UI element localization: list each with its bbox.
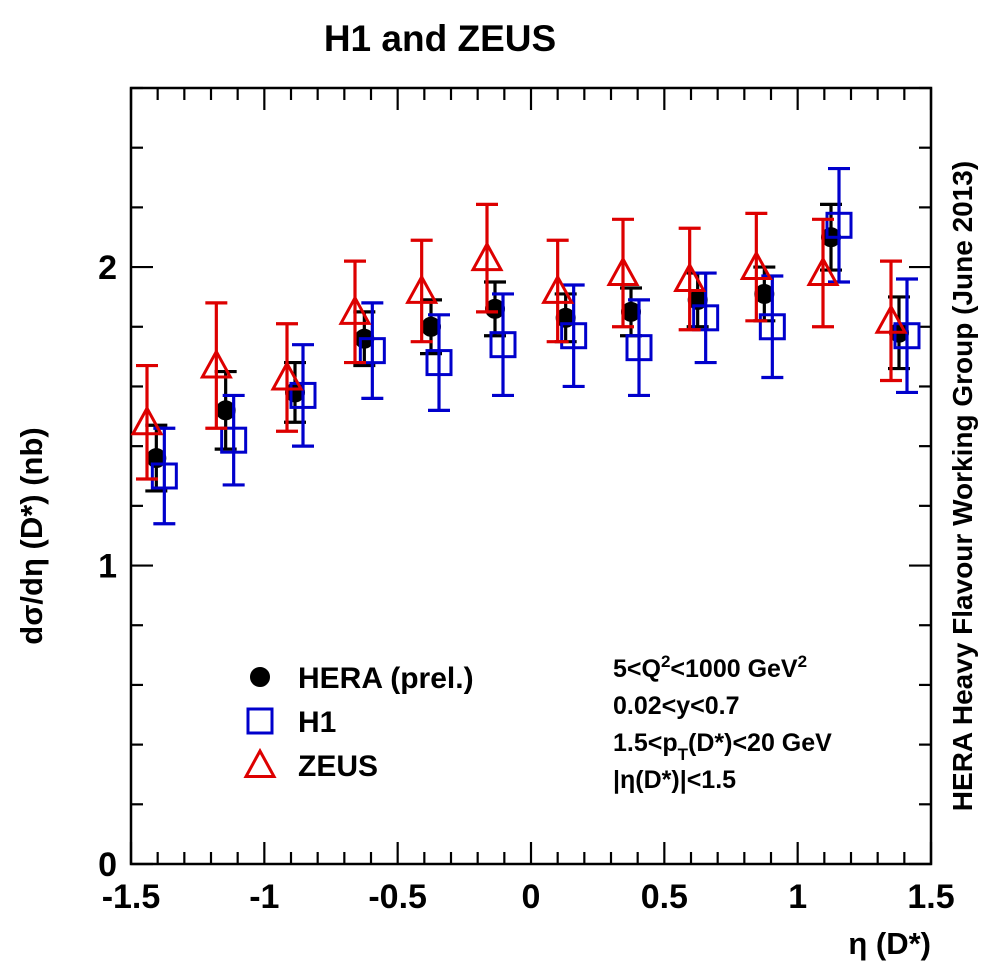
- marker-open-triangle: [199, 348, 233, 379]
- x-tick-label: -1: [249, 878, 279, 916]
- series-h1: [150, 166, 921, 526]
- legend-item[interactable]: H1: [246, 706, 336, 739]
- marker-open-square: [489, 331, 517, 359]
- marker-open-triangle: [130, 405, 164, 436]
- data-point: [625, 298, 653, 398]
- cuts-line-2: 0.02<y<0.7: [613, 692, 740, 720]
- cuts-line-4: |η(D*)|<1.5: [613, 766, 736, 794]
- cuts-line-1: 5<Q2<1000 GeV2: [613, 652, 807, 683]
- x-tick-label: 0: [522, 878, 541, 916]
- data-point: [489, 292, 517, 398]
- marker-open-square: [625, 334, 653, 362]
- data-point: [199, 301, 233, 430]
- legend-label: ZEUS: [298, 750, 378, 783]
- x-tick-label: 1.5: [907, 878, 954, 916]
- marker-open-triangle: [673, 261, 707, 292]
- marker-open-square: [825, 211, 853, 239]
- x-axis-title: η (D*): [848, 926, 931, 961]
- data-series-layer: [130, 166, 921, 526]
- x-tick-label: 1: [788, 878, 807, 916]
- x-tick-label: -0.5: [368, 878, 427, 916]
- marker-open-square: [560, 322, 588, 350]
- marker-open-triangle: [541, 273, 575, 304]
- legend-item[interactable]: HERA (prel.): [250, 662, 474, 695]
- x-tick-label: 0.5: [641, 878, 688, 916]
- data-point: [425, 313, 453, 412]
- y-tick-labels: 0 1 2: [98, 249, 117, 884]
- axis-frame: [129, 86, 933, 866]
- marker-open-square: [758, 313, 786, 341]
- marker-open-triangle: [338, 294, 372, 325]
- data-point: [470, 202, 504, 314]
- y-tick-label: 0: [98, 846, 117, 884]
- marker-open-triangle: [874, 303, 908, 334]
- y-tick-label: 1: [98, 548, 117, 586]
- marker-open-square: [289, 381, 317, 409]
- y-axis-title: dσ/dη (D*) (nb): [14, 427, 49, 644]
- data-point: [405, 238, 439, 344]
- marker-open-square: [425, 349, 453, 377]
- data-point: [484, 280, 506, 338]
- kinematic-cuts-annotation: 5<Q2<1000 GeV2 0.02<y<0.7 1.5<pT(D*)<20 Ge…: [613, 652, 832, 794]
- data-point: [220, 393, 248, 487]
- marker-open-triangle: [243, 747, 277, 778]
- x-tick-label: -1.5: [102, 878, 161, 916]
- marker-open-triangle: [606, 255, 640, 287]
- data-point: [806, 217, 840, 329]
- series-zeus: [130, 202, 908, 481]
- marker-open-square: [692, 304, 720, 332]
- data-point: [825, 166, 853, 284]
- marker-open-triangle: [806, 255, 840, 287]
- data-point: [560, 283, 588, 389]
- data-point: [692, 271, 720, 365]
- marker-open-square: [220, 426, 248, 454]
- legend-label: HERA (prel.): [298, 662, 474, 695]
- side-note-text: HERA Heavy Flavour Working Group (June 2…: [947, 161, 978, 811]
- x-tick-labels: -1.5 -1 -0.5 0 0.5 1 1.5: [102, 878, 955, 916]
- data-point: [739, 211, 773, 323]
- data-point: [420, 298, 442, 356]
- legend: HERA (prel.) H1 ZEUS: [243, 662, 474, 783]
- data-point: [874, 259, 908, 383]
- marker-open-square: [246, 707, 274, 735]
- side-note: HERA Heavy Flavour Working Group (June 2…: [947, 161, 978, 811]
- legend-label: H1: [298, 706, 336, 739]
- data-point: [338, 259, 372, 365]
- marker-open-triangle: [739, 249, 773, 281]
- data-point: [673, 226, 707, 332]
- data-point: [289, 343, 317, 448]
- marker-open-square: [150, 462, 178, 490]
- marker-open-triangle: [470, 241, 504, 272]
- marker-open-triangle: [270, 360, 304, 391]
- data-point: [358, 301, 386, 400]
- data-point: [606, 217, 640, 329]
- data-point: [758, 274, 786, 380]
- marker-open-square: [893, 322, 921, 350]
- marker-open-triangle: [405, 273, 439, 304]
- y-tick-label: 2: [98, 249, 117, 287]
- data-point: [270, 322, 304, 433]
- page-title: H1 and ZEUS: [323, 18, 557, 59]
- legend-item[interactable]: ZEUS: [243, 747, 378, 783]
- data-point: [214, 369, 237, 451]
- marker-filled-circle: [250, 667, 270, 687]
- axis-titles: dσ/dη (D*) (nb) η (D*): [14, 427, 931, 961]
- cuts-line-3: 1.5<pT(D*)<20 GeV: [613, 729, 832, 764]
- series-hera-prel: [145, 202, 910, 493]
- marker-open-square: [358, 337, 386, 365]
- data-point: [893, 277, 921, 395]
- data-point: [130, 363, 164, 481]
- data-point: [541, 238, 575, 344]
